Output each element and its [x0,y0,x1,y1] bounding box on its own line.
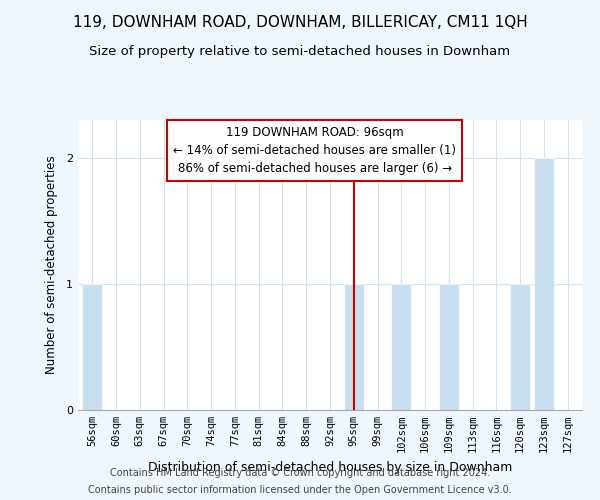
Text: Size of property relative to semi-detached houses in Downham: Size of property relative to semi-detach… [89,45,511,58]
Text: 119, DOWNHAM ROAD, DOWNHAM, BILLERICAY, CM11 1QH: 119, DOWNHAM ROAD, DOWNHAM, BILLERICAY, … [73,15,527,30]
Bar [510,284,530,410]
Bar [344,284,364,410]
Bar [82,284,103,410]
Text: 119 DOWNHAM ROAD: 96sqm
← 14% of semi-detached houses are smaller (1)
86% of sem: 119 DOWNHAM ROAD: 96sqm ← 14% of semi-de… [173,126,457,175]
Bar [439,284,459,410]
X-axis label: Distribution of semi-detached houses by size in Downham: Distribution of semi-detached houses by … [148,460,512,473]
Bar [391,284,412,410]
Text: Contains HM Land Registry data © Crown copyright and database right 2024.: Contains HM Land Registry data © Crown c… [110,468,490,477]
Text: Contains public sector information licensed under the Open Government Licence v3: Contains public sector information licen… [88,485,512,495]
Y-axis label: Number of semi-detached properties: Number of semi-detached properties [44,156,58,374]
Bar [534,158,554,410]
